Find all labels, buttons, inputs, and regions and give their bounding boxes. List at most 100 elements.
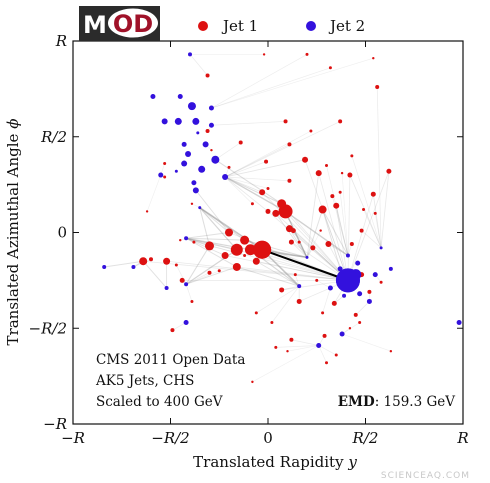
transport-line [287, 345, 319, 352]
jet1-particle [251, 380, 254, 384]
transport-line [211, 54, 308, 109]
transport-line [361, 230, 382, 249]
transport-line [224, 176, 269, 212]
jet1-particle [259, 189, 266, 196]
jet2-particle [174, 169, 178, 173]
jet1-particle [349, 241, 354, 246]
legend-jet1-marker [198, 21, 208, 31]
jet1-particle [333, 202, 340, 209]
jet2-center-marker [335, 268, 360, 293]
transport-line [355, 301, 370, 316]
jet2-particle [177, 94, 183, 100]
watermark: SCIENCEAQ.COM [381, 471, 470, 481]
x-tick-label: 0 [263, 429, 273, 447]
jet1-particle [190, 299, 194, 303]
transport-line [341, 173, 349, 256]
transport-line [244, 239, 308, 258]
jet1-center-marker [253, 240, 272, 259]
transport-line [363, 209, 382, 248]
jet2-particle [184, 236, 189, 241]
transport-line [318, 173, 349, 281]
jet2-particle [187, 102, 196, 111]
transport-line [224, 161, 267, 178]
transport-line [146, 174, 162, 212]
jet1-particle [232, 262, 241, 271]
transport-line [316, 280, 331, 289]
jet2-particle [379, 246, 383, 250]
transport-line [318, 345, 327, 363]
jet1-particle [297, 240, 301, 244]
jet1-particle [254, 311, 258, 315]
transport-line [166, 260, 348, 281]
logo-od: OD [113, 10, 153, 38]
jet1-particle [287, 178, 292, 183]
legend-jet1-label: Jet 1 [221, 17, 258, 35]
transport-line [224, 130, 312, 178]
jet2-particle [305, 255, 309, 259]
jet1-particle [240, 235, 250, 245]
jet1-particle [350, 154, 354, 158]
transport-line [199, 207, 211, 247]
jet1-particle [244, 244, 256, 256]
jet1-particle [310, 245, 316, 251]
transport-line [211, 57, 374, 109]
jet1-particle [331, 300, 337, 306]
jet1-particle [319, 229, 322, 232]
jet1-particle [348, 327, 352, 330]
jet1-particle [190, 202, 194, 205]
jet2-particle [339, 331, 345, 337]
x-tick-label: −R [61, 429, 85, 447]
info-dataset: CMS 2011 Open Data [96, 352, 245, 368]
jet1-particle [270, 321, 274, 325]
jet1-particle [338, 119, 343, 124]
jet2-particle [208, 105, 214, 111]
jet1-particle [205, 129, 210, 134]
jet1-particle [264, 159, 269, 164]
transport-line [252, 345, 319, 383]
jet1-particle [262, 53, 266, 56]
jet1-particle [250, 202, 254, 206]
jet1-particle [305, 52, 309, 56]
jet1-particle [163, 257, 171, 265]
jet1-particle [170, 328, 175, 333]
y-tick-label: −R/2 [29, 319, 67, 337]
transport-line [347, 194, 374, 281]
transport-line [285, 210, 349, 257]
jet1-particle [210, 148, 213, 152]
jet2-particle [198, 165, 206, 173]
jet1-particle [325, 240, 332, 247]
jet1-particle [359, 228, 364, 233]
transport-line [322, 209, 349, 281]
transport-line [328, 243, 349, 256]
jet1-particle [225, 228, 233, 237]
transport-line [224, 176, 253, 205]
transport-line [289, 228, 349, 281]
transport-line [186, 237, 245, 241]
jet2-particle [161, 118, 168, 125]
jet1-particle [274, 345, 278, 349]
transport-line [199, 207, 230, 233]
y-axis-ticks: −R −R/2 0 R/2 R [29, 32, 463, 433]
y-tick-label: −R [43, 415, 67, 433]
transport-line [322, 209, 341, 270]
transport-line [347, 175, 351, 281]
jet1-particle [179, 277, 185, 283]
jet1-particle [293, 273, 297, 277]
info-jets: AK5 Jets, CHS [95, 373, 194, 389]
transport-line [186, 232, 230, 239]
jet1-particle [139, 257, 148, 266]
transport-line [372, 194, 382, 248]
jet2-particle [188, 52, 192, 57]
transport-line [224, 176, 282, 205]
jet1-particle [325, 163, 328, 167]
jet1-particle [372, 57, 375, 60]
transport-line [236, 266, 348, 281]
jet1-particle [205, 241, 214, 251]
jet2-particle [211, 155, 220, 164]
transport-line [211, 67, 331, 109]
transport-line [275, 213, 308, 258]
transport-line [322, 209, 349, 256]
transport-line [341, 333, 391, 352]
transport-line [335, 205, 349, 256]
transport-line [306, 173, 320, 258]
